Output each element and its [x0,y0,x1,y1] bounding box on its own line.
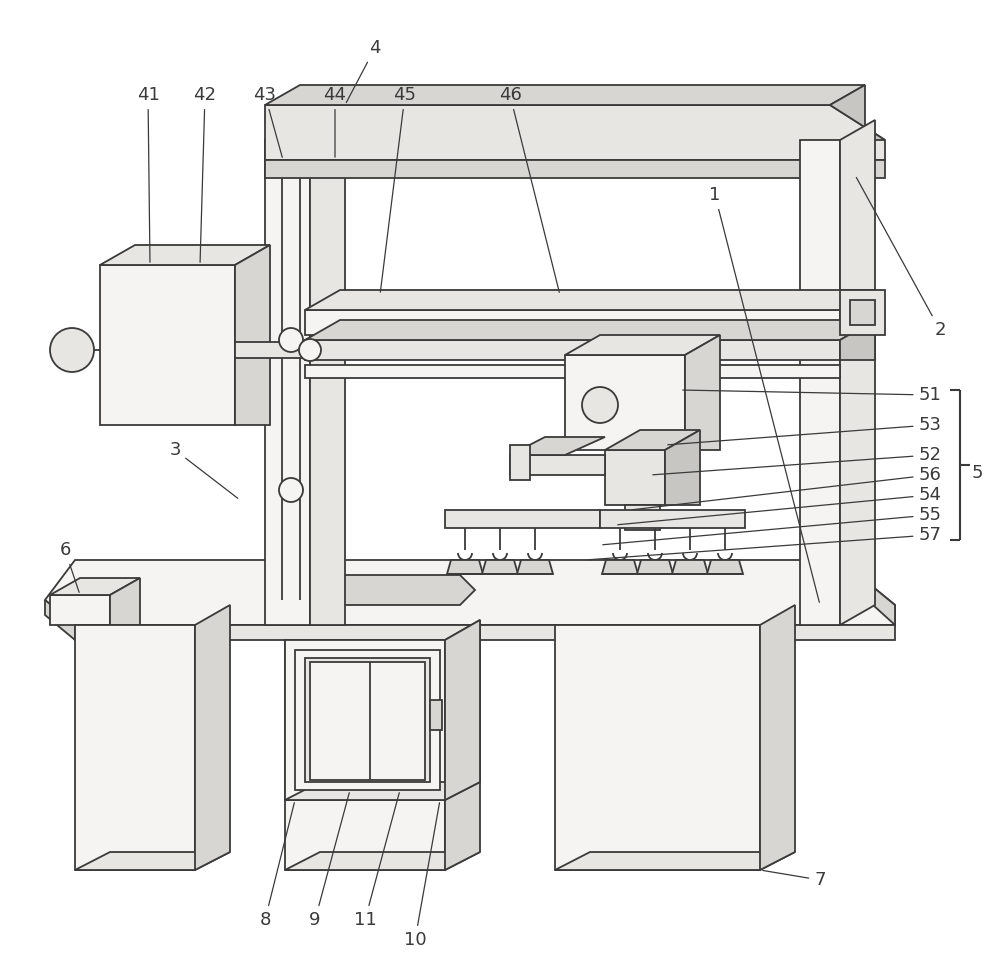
Text: 11: 11 [354,793,399,929]
Polygon shape [800,140,840,625]
Polygon shape [840,320,875,360]
Text: 57: 57 [588,526,942,560]
Polygon shape [110,578,140,625]
Text: 4: 4 [346,39,381,102]
Text: 1: 1 [709,186,819,602]
Polygon shape [45,560,895,625]
Polygon shape [517,560,553,574]
Text: 6: 6 [59,541,79,592]
Text: 52: 52 [653,446,942,474]
Polygon shape [510,437,605,455]
Polygon shape [685,335,720,450]
Polygon shape [840,290,875,335]
Text: 7: 7 [763,871,826,889]
Polygon shape [285,782,480,800]
Polygon shape [482,560,518,574]
Polygon shape [265,160,885,178]
Text: 44: 44 [324,86,347,157]
Polygon shape [565,335,720,355]
Polygon shape [600,510,745,528]
Bar [430,700,442,730]
Polygon shape [605,450,665,505]
Text: 55: 55 [603,506,942,545]
Polygon shape [605,430,700,450]
Polygon shape [602,560,638,574]
Polygon shape [305,365,840,378]
Polygon shape [637,560,673,574]
Polygon shape [555,625,760,870]
Polygon shape [447,560,483,574]
Polygon shape [840,560,895,625]
Polygon shape [555,852,795,870]
Polygon shape [305,290,875,310]
Polygon shape [760,605,795,870]
Polygon shape [50,595,110,625]
Text: 5: 5 [972,464,984,482]
Polygon shape [75,625,195,870]
Circle shape [279,478,303,502]
Polygon shape [830,85,885,140]
Polygon shape [840,120,875,625]
Text: 9: 9 [309,793,349,929]
Polygon shape [510,445,530,480]
Polygon shape [295,650,440,790]
Polygon shape [285,640,445,870]
Polygon shape [625,505,660,530]
Text: 51: 51 [683,386,941,404]
Polygon shape [565,355,685,450]
Text: 3: 3 [169,441,238,499]
Circle shape [279,328,303,352]
Polygon shape [285,852,480,870]
Text: 46: 46 [499,86,559,292]
Polygon shape [75,625,895,640]
Text: 42: 42 [194,86,216,263]
Polygon shape [305,310,840,335]
Polygon shape [445,510,600,528]
Text: 41: 41 [137,86,159,263]
Text: 8: 8 [259,802,294,929]
Polygon shape [510,455,605,475]
Polygon shape [265,140,310,625]
Polygon shape [445,620,480,870]
Text: 54: 54 [618,486,942,525]
Polygon shape [665,430,700,505]
Bar [850,300,875,325]
Bar [840,290,885,335]
Polygon shape [100,265,235,425]
Polygon shape [672,560,708,574]
Polygon shape [235,342,310,358]
Polygon shape [45,600,75,640]
Polygon shape [265,105,885,160]
Polygon shape [295,575,475,605]
Polygon shape [265,85,865,105]
Polygon shape [265,120,345,140]
Text: 10: 10 [404,802,440,949]
Text: 2: 2 [856,178,946,339]
Polygon shape [305,658,430,782]
Text: 43: 43 [254,86,282,157]
Polygon shape [445,620,480,800]
Circle shape [582,387,618,423]
Text: 53: 53 [668,416,942,445]
Polygon shape [305,340,840,360]
Polygon shape [310,120,345,625]
Circle shape [299,339,321,361]
Bar [310,662,425,780]
Polygon shape [100,245,270,265]
Polygon shape [50,578,140,595]
Polygon shape [235,245,270,425]
Polygon shape [285,640,445,800]
Polygon shape [195,605,230,870]
Text: 45: 45 [380,86,416,292]
Polygon shape [707,560,743,574]
Circle shape [50,328,94,372]
Polygon shape [305,320,875,340]
Text: 56: 56 [633,466,941,509]
Polygon shape [75,852,230,870]
